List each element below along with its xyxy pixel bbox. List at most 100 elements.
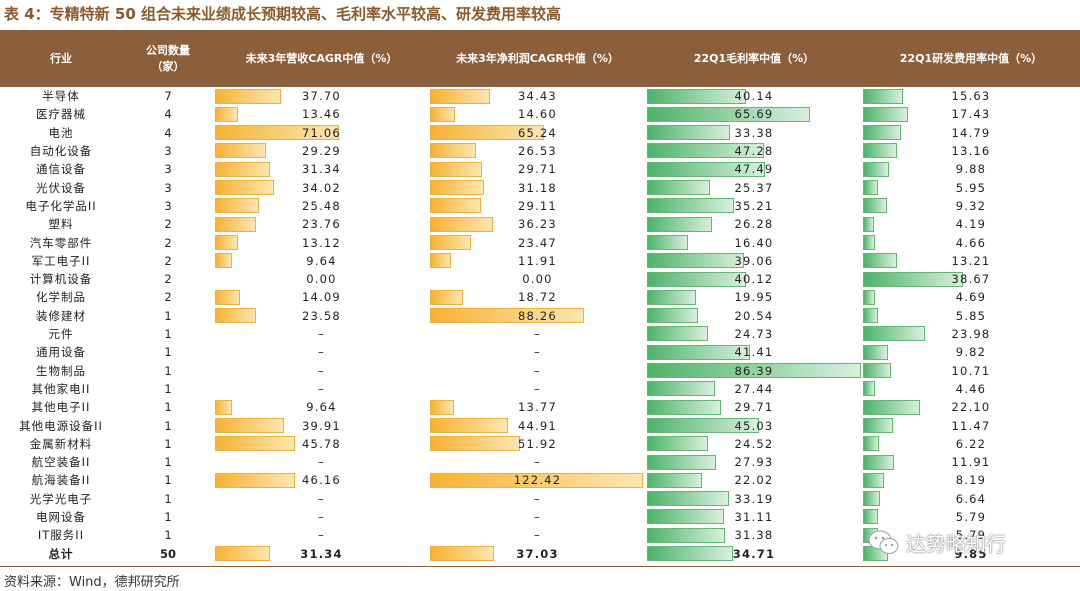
- rd-bar: [863, 363, 891, 378]
- count-cell: 3: [164, 162, 172, 177]
- np-value: –: [534, 528, 541, 543]
- rev-bar: [215, 180, 274, 195]
- rev-value: 37.70: [302, 89, 341, 104]
- table-row: 半导体 7 37.70 34.43 40.14 15.63: [0, 87, 1080, 105]
- rd-value: 4.46: [955, 381, 987, 396]
- rd-value: 15.63: [951, 89, 991, 104]
- industry-cell: 塑料: [48, 217, 74, 232]
- watermark: 达势略知行: [868, 528, 1006, 557]
- np-bar: [430, 234, 471, 250]
- gm-value: 24.73: [734, 327, 774, 342]
- rd-bar: [863, 253, 897, 269]
- rev-value: 39.91: [302, 418, 341, 433]
- table-row: 其他电子II 1 9.64 13.77 29.71 22.10: [0, 398, 1080, 416]
- gm-bar: [647, 125, 730, 141]
- gm-value: 16.40: [734, 235, 774, 250]
- rd-bar: [863, 399, 920, 415]
- count-cell: 1: [164, 473, 172, 488]
- rd-bar: [863, 106, 908, 122]
- rd-value: 23.98: [951, 327, 991, 342]
- gm-bar: [647, 546, 733, 561]
- gm-bar: [647, 88, 746, 104]
- table-row: 光伏设备 3 34.02 31.18 25.37 5.95: [0, 179, 1080, 197]
- table-row: 光学光电子 1 – – 33.19 6.64: [0, 490, 1080, 508]
- rd-bar: [863, 491, 880, 507]
- rev-bar: [215, 436, 295, 452]
- industry-cell: 航海装备II: [31, 473, 91, 488]
- gm-value: 20.54: [734, 308, 774, 323]
- industry-cell: 光伏设备: [36, 180, 86, 195]
- gm-value: 25.37: [734, 180, 774, 195]
- gm-value: 24.52: [734, 436, 774, 451]
- rev-value: 45.78: [302, 436, 341, 451]
- rev-bar: [215, 143, 266, 159]
- np-bar: [430, 88, 490, 104]
- rev-value: –: [318, 491, 325, 506]
- gm-value: 33.38: [734, 125, 774, 140]
- rd-value: 6.22: [955, 436, 987, 451]
- count-cell: 1: [164, 528, 172, 543]
- rd-value: 10.71: [951, 363, 991, 378]
- np-bar: [430, 308, 584, 324]
- rev-value: 14.09: [302, 290, 341, 305]
- rev-bar: [215, 417, 284, 433]
- count-cell: 2: [164, 272, 172, 287]
- table-header: 行业 公司数量 （家） 未来3年营收CAGR中值（%） 未来3年净利润CAGR中…: [0, 30, 1080, 87]
- count-cell: 1: [164, 327, 172, 342]
- header-gross-margin: 22Q1毛利率中值（%）: [693, 51, 815, 65]
- table-row: 其他家电II 1 – – 27.44 4.46: [0, 380, 1080, 398]
- rd-bar: [863, 198, 887, 214]
- industry-cell: 自动化设备: [29, 144, 93, 159]
- header-revenue-cagr: 未来3年营收CAGR中值（%）: [245, 51, 398, 65]
- count-cell: 2: [164, 235, 172, 250]
- rev-value: 23.58: [302, 308, 341, 323]
- industry-cell: 总计: [48, 546, 74, 561]
- rev-bar: [215, 472, 295, 488]
- rev-bar: [215, 216, 256, 232]
- rev-bar: [215, 399, 232, 415]
- gm-bar: [647, 234, 688, 250]
- industry-cell: 元件: [48, 327, 74, 342]
- rd-value: 13.16: [951, 144, 991, 159]
- np-value: 31.18: [518, 180, 557, 195]
- table-row: 塑料 2 23.76 36.23 26.28 4.19: [0, 215, 1080, 233]
- rd-bar: [863, 344, 888, 360]
- gm-value: 27.44: [734, 381, 774, 396]
- rd-value: 11.91: [951, 455, 991, 470]
- gm-value: 47.28: [734, 144, 774, 159]
- rev-value: 9.64: [306, 253, 337, 268]
- np-bar: [430, 417, 508, 433]
- np-value: 36.23: [518, 217, 557, 232]
- table-row: 其他电源设备II 1 39.91 44.91 45.03 11.47: [0, 416, 1080, 434]
- rd-bar: [863, 161, 889, 177]
- gm-bar: [647, 106, 810, 122]
- industry-cell: 其他电子II: [31, 400, 91, 415]
- gm-value: 31.38: [734, 528, 774, 543]
- gm-value: 34.71: [732, 546, 776, 561]
- count-cell: 1: [164, 400, 172, 415]
- gm-value: 19.95: [734, 290, 774, 305]
- np-bar: [430, 198, 481, 214]
- rd-value: 4.66: [955, 235, 987, 250]
- rd-bar: [863, 234, 875, 250]
- rd-value: 38.67: [951, 272, 991, 287]
- np-value: –: [534, 381, 541, 396]
- rev-value: –: [318, 528, 325, 543]
- count-cell: 3: [164, 144, 172, 159]
- count-cell: 1: [164, 308, 172, 323]
- rd-value: 11.47: [951, 418, 991, 433]
- gm-bar: [647, 198, 734, 214]
- gm-bar: [647, 253, 744, 269]
- gm-bar: [647, 308, 698, 324]
- np-value: 34.43: [518, 89, 557, 104]
- count-cell: 1: [164, 436, 172, 451]
- rev-bar: [215, 88, 281, 104]
- np-value: 14.60: [518, 107, 557, 122]
- header-count: 公司数量 （家）: [146, 43, 190, 73]
- np-value: 29.71: [518, 162, 557, 177]
- count-cell: 4: [164, 107, 172, 122]
- gm-value: 45.03: [734, 418, 774, 433]
- rd-bar: [863, 381, 875, 397]
- rev-value: 31.34: [300, 546, 343, 561]
- gm-value: 29.71: [734, 400, 774, 415]
